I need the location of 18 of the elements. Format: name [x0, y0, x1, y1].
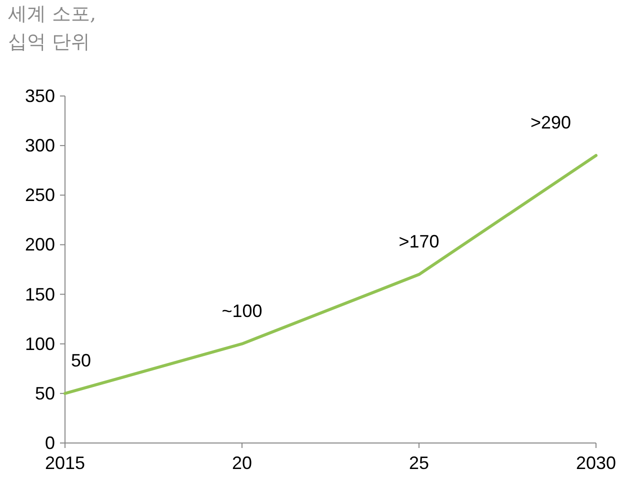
y-tick-label: 0	[44, 433, 55, 453]
data-label: 50	[71, 350, 92, 370]
y-tick-label: 350	[24, 86, 55, 106]
x-tick-label: 2015	[44, 453, 86, 473]
y-tick-label: 200	[24, 234, 55, 255]
line-series	[64, 154, 598, 395]
data-label: >290	[530, 112, 571, 132]
y-tick-label: 150	[24, 284, 55, 304]
y-tick-label: 100	[24, 334, 55, 354]
data-label: ~100	[222, 300, 262, 321]
x-tick-label: 2030	[576, 453, 616, 473]
y-axis-title: 세계 소포, 십억 단위	[8, 3, 96, 53]
y-tick-label: 250	[24, 185, 55, 206]
x-tick-label: 20	[232, 453, 252, 473]
y-tick-label: 300	[24, 136, 55, 156]
y-tick-label: 50	[34, 383, 55, 404]
x-tick-label: 25	[408, 453, 430, 473]
data-label: >170	[398, 231, 440, 252]
